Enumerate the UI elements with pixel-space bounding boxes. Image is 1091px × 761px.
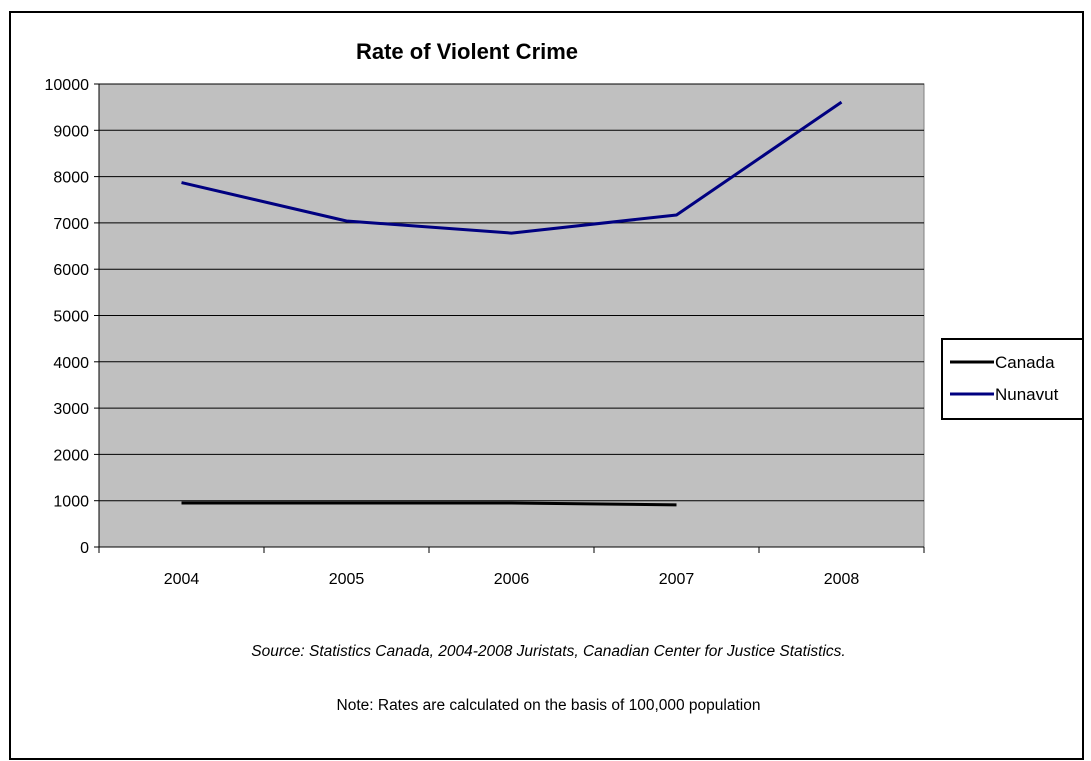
- chart-frame: Rate of Violent Crime 0 1000 2000 3000 4000 5…: [9, 11, 1084, 760]
- y-tick-label: 7000: [53, 216, 89, 233]
- line-chart: Rate of Violent Crime 0 1000 2000 3000 4000 5…: [45, 39, 1082, 588]
- y-tick-label: 6000: [53, 262, 89, 279]
- x-tick-label: 2006: [494, 571, 530, 588]
- y-tick-label: 5000: [53, 309, 89, 326]
- y-tick-label: 3000: [53, 401, 89, 418]
- population-note: Note: Rates are calculated on the basis …: [336, 697, 761, 714]
- x-tick-label: 2007: [659, 571, 695, 588]
- y-tick-label: 4000: [53, 355, 89, 372]
- series-line-canada: [181, 501, 677, 507]
- x-tick-label: 2008: [824, 571, 860, 588]
- chart-title: Rate of Violent Crime: [356, 39, 578, 64]
- x-tick-label: 2005: [329, 571, 365, 588]
- y-tick-label: 9000: [53, 123, 89, 140]
- y-tick-label: 10000: [45, 77, 90, 94]
- y-tick-label: 2000: [53, 447, 89, 464]
- y-tick-label: 1000: [53, 494, 89, 511]
- series-line-nunavut: [181, 100, 843, 235]
- y-tick-label: 8000: [53, 170, 89, 187]
- legend-label-canada: Canada: [995, 353, 1055, 372]
- x-tick-label: 2004: [164, 571, 200, 588]
- legend-label-nunavut: Nunavut: [995, 385, 1059, 404]
- y-tick-label: 0: [80, 540, 89, 557]
- legend-box: [941, 338, 1082, 420]
- source-note: Source: Statistics Canada, 2004-2008 Jur…: [251, 643, 846, 660]
